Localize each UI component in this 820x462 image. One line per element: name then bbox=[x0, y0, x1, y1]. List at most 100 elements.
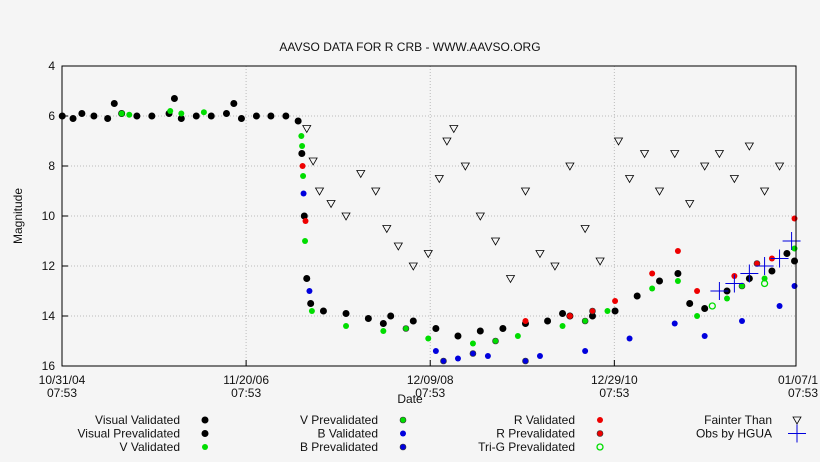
legend-label: Obs by HGUA bbox=[696, 427, 772, 441]
data-point bbox=[589, 307, 596, 315]
x-tick-time: 07:53 bbox=[47, 386, 77, 400]
y-tick-label: 4 bbox=[48, 59, 55, 73]
data-point bbox=[565, 162, 575, 171]
data-point bbox=[612, 298, 619, 304]
y-tick-label: 14 bbox=[42, 309, 56, 323]
data-point bbox=[770, 249, 789, 268]
data-point bbox=[167, 108, 174, 114]
data-point bbox=[192, 112, 200, 120]
data-point bbox=[671, 320, 678, 327]
x-tick-label: 10/31/04 bbox=[39, 373, 86, 387]
grid bbox=[62, 66, 796, 366]
data-point bbox=[714, 150, 725, 159]
x-tick-time: 07:53 bbox=[231, 386, 261, 400]
data-point bbox=[343, 323, 350, 329]
data-point bbox=[791, 257, 799, 265]
data-point bbox=[440, 357, 447, 365]
data-point bbox=[282, 112, 290, 120]
data-point bbox=[326, 200, 336, 209]
x-tick-time: 07:53 bbox=[599, 386, 629, 400]
data-point bbox=[544, 317, 552, 325]
data-point bbox=[581, 317, 589, 325]
data-point bbox=[90, 112, 98, 120]
data-point bbox=[701, 333, 708, 339]
legend-label: V Prevalidated bbox=[300, 413, 378, 427]
data-point bbox=[402, 325, 410, 332]
data-point bbox=[738, 318, 745, 324]
data-point bbox=[514, 333, 521, 339]
legend-item: Obs by HGUA bbox=[696, 424, 806, 443]
legend-item: R Validated bbox=[514, 413, 603, 427]
legend-marker bbox=[399, 443, 407, 451]
data-point bbox=[449, 125, 459, 134]
legend-item: Fainter Than bbox=[704, 413, 802, 427]
data-point bbox=[302, 218, 309, 224]
data-point bbox=[104, 115, 112, 122]
data-point bbox=[364, 315, 372, 322]
data-point bbox=[522, 357, 529, 365]
chart-title: AAVSO DATA FOR R CRB - WWW.AAVSO.ORG bbox=[279, 40, 540, 54]
data-point bbox=[207, 112, 215, 120]
data-point bbox=[626, 335, 633, 342]
data-point bbox=[559, 323, 566, 329]
data-point bbox=[761, 275, 768, 282]
legend-marker bbox=[201, 416, 209, 424]
data-point bbox=[371, 187, 381, 196]
data-point bbox=[740, 264, 759, 283]
data-point bbox=[674, 248, 681, 254]
legend-item: V Validated bbox=[120, 440, 208, 454]
data-point bbox=[580, 225, 590, 234]
legend-item: Visual Validated bbox=[95, 413, 209, 427]
data-point bbox=[319, 307, 327, 315]
legend-label: R Validated bbox=[514, 413, 575, 427]
series-visual-prevalidated bbox=[110, 95, 791, 327]
legend-marker bbox=[201, 430, 209, 437]
data-point bbox=[294, 117, 302, 125]
data-point bbox=[303, 275, 311, 282]
data-point bbox=[382, 225, 392, 234]
legend-item: Tri-G Prevalidated bbox=[478, 440, 604, 454]
data-point bbox=[744, 142, 755, 151]
data-point bbox=[674, 270, 682, 277]
data-point bbox=[694, 288, 701, 294]
data-point bbox=[200, 109, 207, 116]
series-r-validated bbox=[299, 163, 798, 324]
data-point bbox=[782, 232, 801, 250]
data-point bbox=[708, 302, 716, 310]
series-fainter-than bbox=[302, 125, 785, 284]
data-point bbox=[237, 115, 245, 122]
data-point bbox=[760, 279, 769, 288]
data-point bbox=[393, 242, 404, 251]
data-point bbox=[454, 332, 462, 340]
data-point bbox=[425, 335, 432, 342]
data-point bbox=[694, 313, 701, 319]
data-point bbox=[342, 310, 350, 317]
data-point bbox=[476, 327, 484, 335]
legend-label: Visual Validated bbox=[95, 413, 180, 427]
data-point bbox=[126, 111, 133, 118]
legend-marker bbox=[400, 430, 406, 437]
data-point bbox=[252, 112, 260, 120]
data-point bbox=[505, 275, 516, 284]
x-tick-label: 11/20/06 bbox=[223, 373, 269, 387]
data-point bbox=[118, 110, 125, 117]
data-point bbox=[755, 257, 774, 275]
data-point bbox=[170, 95, 178, 102]
legend-item: Visual Prevalidated bbox=[77, 427, 209, 441]
data-point bbox=[133, 112, 141, 120]
data-point bbox=[78, 110, 86, 117]
data-point bbox=[595, 257, 605, 266]
data-point bbox=[699, 162, 710, 171]
data-point bbox=[791, 283, 798, 289]
data-point bbox=[299, 163, 306, 169]
data-point bbox=[656, 277, 664, 285]
data-point bbox=[670, 150, 680, 159]
data-point bbox=[649, 285, 656, 292]
data-point bbox=[535, 250, 545, 259]
data-point bbox=[674, 278, 681, 284]
data-point bbox=[379, 320, 387, 327]
data-point bbox=[408, 262, 418, 271]
